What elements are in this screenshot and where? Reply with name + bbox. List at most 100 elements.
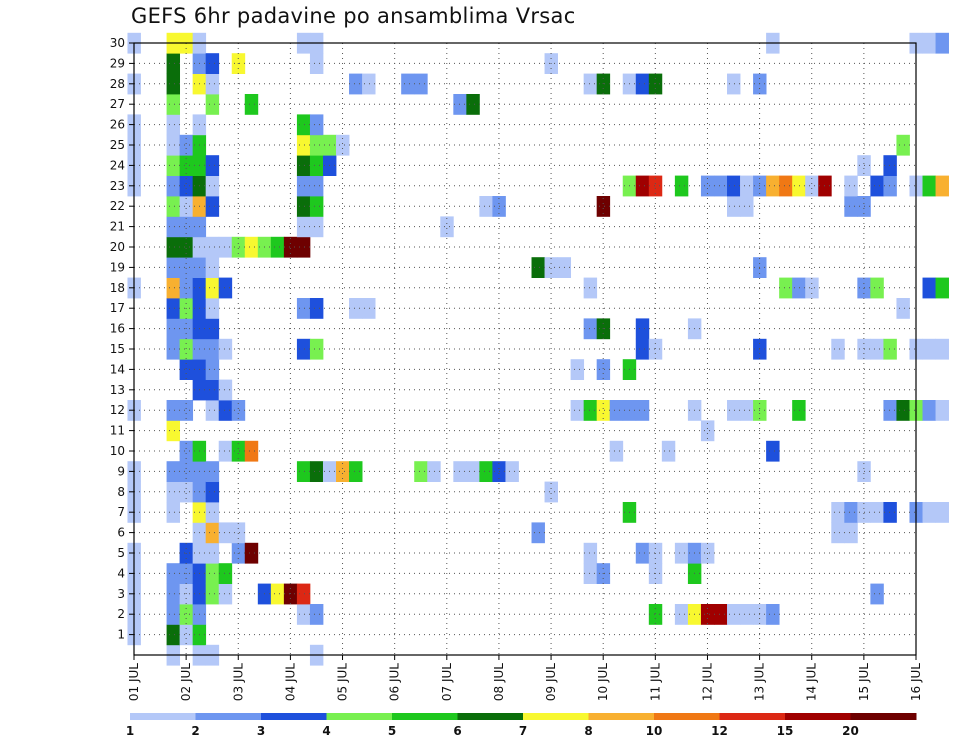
heatmap-cell xyxy=(727,400,741,421)
y-tick-label: 24 xyxy=(110,158,125,172)
heatmap-cell xyxy=(700,420,715,442)
heatmap-cell xyxy=(336,134,350,156)
heatmap-cell xyxy=(792,175,806,197)
x-tick-label: 10 JUL xyxy=(596,663,610,701)
heatmap-cell xyxy=(870,502,884,523)
y-tick-label: 22 xyxy=(110,199,125,213)
x-tick-label: 05 JUL xyxy=(336,663,350,701)
heatmap-cell xyxy=(583,73,598,95)
heatmap-cell xyxy=(792,400,806,421)
heatmap-cell xyxy=(296,583,311,605)
x-tick-label: 01 JUL xyxy=(127,663,141,701)
heatmap-cell xyxy=(922,175,936,197)
heatmap-cell xyxy=(727,175,741,197)
heatmap-cell xyxy=(544,257,558,278)
heatmap-cell xyxy=(205,196,220,217)
heatmap-cell xyxy=(609,400,624,421)
heatmap-cell xyxy=(531,522,545,544)
x-tick-label: 09 JUL xyxy=(544,663,558,701)
heatmap-cell xyxy=(583,400,598,421)
heatmap-cell xyxy=(883,175,897,197)
y-tick-label: 10 xyxy=(110,444,125,458)
y-tick-label: 7 xyxy=(117,505,125,519)
colorbar-segment xyxy=(654,713,720,720)
heatmap-cell xyxy=(296,196,311,217)
heatmap-cell xyxy=(544,481,558,503)
y-tick-label: 17 xyxy=(110,301,125,315)
y-tick-label: 20 xyxy=(110,240,125,254)
heatmap-cell xyxy=(231,522,246,544)
y-tick-label: 11 xyxy=(110,424,125,438)
heatmap-cell xyxy=(831,502,845,523)
heatmap-cell xyxy=(674,542,689,564)
heatmap-cell xyxy=(362,298,376,319)
heatmap-cell xyxy=(596,196,611,217)
colorbar-segment xyxy=(523,713,589,720)
heatmap-cell xyxy=(922,277,936,299)
heatmap-cell xyxy=(166,298,181,319)
heatmap-cell xyxy=(309,298,324,319)
heatmap-cell xyxy=(453,461,467,482)
heatmap-cell xyxy=(179,175,194,197)
heatmap-cell xyxy=(270,583,285,605)
colorbar-label: 5 xyxy=(388,724,396,738)
colorbar-segment xyxy=(195,713,262,720)
heatmap-cell xyxy=(635,73,650,95)
heatmap-cell xyxy=(713,175,728,197)
heatmap-cell xyxy=(479,461,493,482)
x-tick-label: 14 JUL xyxy=(805,663,819,701)
heatmap-cell xyxy=(166,400,181,421)
heatmap-cell xyxy=(792,277,806,299)
heatmap-cell xyxy=(166,216,181,238)
heatmap-cell xyxy=(179,440,194,462)
heatmap-cell xyxy=(166,338,181,360)
heatmap-cell xyxy=(166,134,181,156)
heatmap-cell xyxy=(179,624,194,646)
colorbar-segment xyxy=(392,713,458,720)
heatmap-cell xyxy=(166,563,181,584)
heatmap-cell xyxy=(296,175,311,197)
heatmap-cell xyxy=(414,461,428,482)
heatmap-cell xyxy=(309,53,324,74)
heatmap-cell xyxy=(740,400,754,421)
y-tick-label: 26 xyxy=(110,118,125,132)
heatmap-cell xyxy=(166,502,181,523)
heatmap-cell xyxy=(883,155,897,176)
y-tick-label: 3 xyxy=(117,587,125,601)
y-tick-label: 5 xyxy=(117,546,125,560)
heatmap-cell xyxy=(205,502,220,523)
heatmap-cell xyxy=(166,94,181,115)
heatmap-cell xyxy=(766,604,780,625)
heatmap-cell xyxy=(244,542,259,564)
heatmap-cell xyxy=(218,522,233,544)
heatmap-cell xyxy=(244,94,259,115)
x-tick-label: 03 JUL xyxy=(231,663,245,701)
heatmap-cell xyxy=(309,175,324,197)
heatmap-cell xyxy=(205,155,220,176)
y-tick-label: 4 xyxy=(117,566,125,580)
heatmap-cell xyxy=(205,257,220,278)
heatmap-cell xyxy=(414,73,428,95)
x-tick-label: 15 JUL xyxy=(857,663,871,701)
heatmap-cell xyxy=(166,624,181,646)
heatmap-cell xyxy=(766,440,780,462)
x-tick-label: 13 JUL xyxy=(753,663,767,701)
heatmap-cell xyxy=(296,461,311,482)
heatmap-cell xyxy=(166,420,181,442)
y-tick-label: 29 xyxy=(110,56,125,70)
chart-title: GEFS 6hr padavine po ansamblima Vrsac xyxy=(131,4,576,28)
heatmap-cell xyxy=(296,604,311,625)
heatmap-cell xyxy=(922,502,936,523)
heatmap-cell xyxy=(166,53,181,74)
heatmap-cell xyxy=(505,461,519,482)
heatmap-cell xyxy=(179,481,194,503)
heatmap-cell xyxy=(844,522,858,544)
y-tick-label: 12 xyxy=(110,403,125,417)
y-tick-label: 8 xyxy=(117,485,125,499)
heatmap-cell xyxy=(179,196,194,217)
y-tick-label: 21 xyxy=(110,220,125,234)
heatmap-cell xyxy=(309,604,324,625)
heatmap-cell xyxy=(349,461,363,482)
x-tick-label: 06 JUL xyxy=(388,663,402,701)
